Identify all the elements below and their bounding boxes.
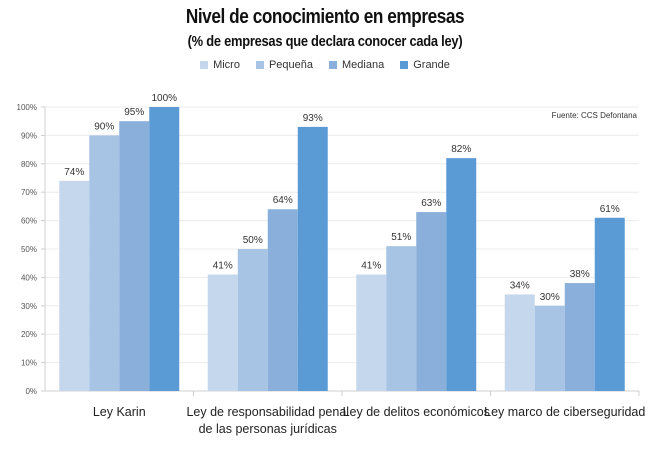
x-axis: Ley Karin Ley de responsabilidad penal de … — [93, 391, 645, 436]
data-label: 41% — [213, 261, 233, 272]
y-tick-label: 20% — [21, 330, 37, 339]
legend-swatch-mediana — [329, 61, 338, 69]
data-label: 63% — [421, 198, 441, 209]
legend-label-micro: Micro — [213, 59, 240, 71]
data-label: 74% — [64, 167, 84, 178]
bar-grande — [594, 217, 625, 391]
legend-swatch-pequena — [255, 61, 264, 69]
data-label: 50% — [243, 235, 263, 246]
bar-micro — [504, 294, 535, 391]
legend-item-micro: Micro — [200, 59, 240, 71]
y-axis: 0% 10% 20% 30% 40% 50% 60% 70% 80% 90% 100% — [17, 103, 46, 396]
data-label: 61% — [600, 204, 620, 215]
legend: Micro Pequeña Mediana Grande — [0, 59, 650, 71]
data-label: 34% — [510, 280, 530, 291]
data-label: 100% — [151, 93, 177, 104]
bar-pequena — [386, 246, 417, 391]
y-tick-label: 30% — [21, 302, 37, 311]
bar-grande — [297, 126, 328, 391]
chart-subtitle: (% de empresas que declara conocer cada … — [187, 33, 463, 50]
data-label: 41% — [361, 261, 381, 272]
bar-mediana — [119, 121, 150, 391]
y-tick-label: 100% — [17, 103, 37, 112]
bar-mediana — [267, 209, 298, 391]
data-label: 95% — [124, 107, 144, 118]
data-label: 93% — [303, 113, 323, 124]
bar-micro — [356, 274, 387, 391]
bar-pequena — [534, 305, 565, 391]
bar-micro — [207, 274, 238, 391]
data-labels: 74% 90% 95% 100% 41% 50% 64% 93% 41% 51% 63% 82% 34%… — [64, 93, 620, 303]
legend-label-pequena: Pequeña — [268, 59, 314, 71]
y-tick-label: 70% — [21, 188, 37, 197]
data-label: 30% — [540, 292, 560, 303]
y-tick-label: 90% — [21, 131, 37, 140]
legend-label-grande: Grande — [413, 59, 450, 71]
data-label: 90% — [94, 121, 114, 132]
bar-mediana — [564, 283, 595, 391]
legend-item-mediana: Mediana — [329, 59, 384, 71]
y-tick-label: 40% — [21, 273, 37, 282]
data-label: 82% — [451, 144, 471, 155]
x-category-label: Ley de delitos económicos — [343, 405, 490, 419]
bar-pequena — [89, 135, 120, 391]
bar-mediana — [416, 212, 447, 391]
y-tick-label: 80% — [21, 160, 37, 169]
bar-pequena — [237, 249, 268, 391]
data-label: 51% — [391, 232, 411, 243]
y-tick-label: 10% — [21, 359, 37, 368]
bar-micro — [59, 180, 90, 391]
y-tick-label: 0% — [25, 387, 37, 396]
legend-item-pequena: Pequeña — [255, 59, 314, 71]
x-category-label: Ley de responsabilidad penal — [186, 405, 349, 419]
bar-grande — [149, 107, 180, 391]
bar-grande — [446, 158, 477, 391]
legend-item-grande: Grande — [400, 59, 450, 71]
legend-swatch-grande — [400, 61, 409, 69]
legend-swatch-micro — [200, 61, 209, 69]
data-label: 64% — [273, 195, 293, 206]
legend-label-mediana: Mediana — [342, 59, 385, 71]
x-category-label: Ley marco de ciberseguridad — [484, 405, 645, 419]
y-tick-label: 50% — [21, 245, 37, 254]
source-note: Fuente: CCS Defontana — [552, 111, 638, 120]
data-label: 38% — [570, 269, 590, 280]
x-category-label: Ley Karin — [93, 405, 146, 419]
chart-title: Nivel de conocimiento en empresas — [185, 6, 465, 28]
bars — [59, 107, 625, 391]
x-category-label: de las personas jurídicas — [199, 422, 337, 436]
y-tick-label: 60% — [21, 217, 37, 226]
